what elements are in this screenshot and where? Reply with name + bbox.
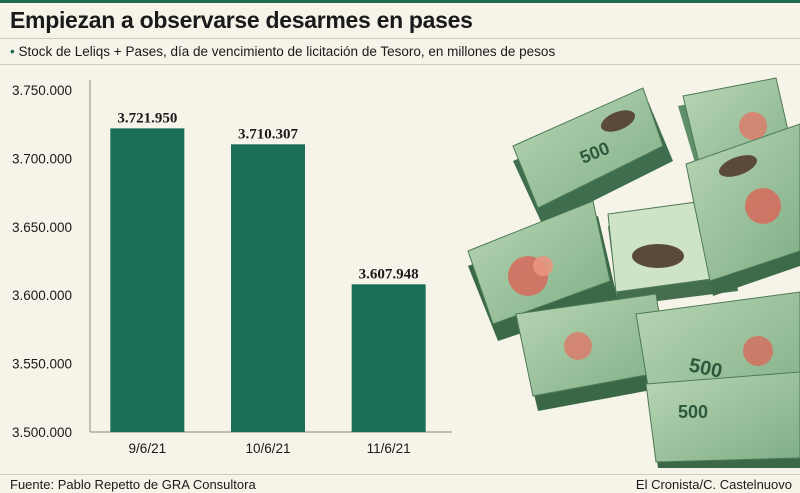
- banknotes-illustration: 500 500 500: [467, 77, 800, 468]
- y-tick-label: 3.650.000: [12, 220, 72, 235]
- y-tick-label: 3.500.000: [12, 425, 72, 440]
- bundle-bottom-left: [515, 293, 673, 411]
- bar-value-label: 3.721.950: [117, 110, 177, 126]
- bar: [231, 144, 305, 432]
- y-tick-label: 3.750.000: [12, 83, 72, 98]
- x-tick-label: 11/6/21: [367, 441, 411, 456]
- y-tick-label: 3.700.000: [12, 151, 72, 166]
- subtitle-text: Stock de Leliqs + Pases, día de vencimie…: [18, 44, 556, 59]
- page-title: Empiezan a observarse desarmes en pases: [10, 7, 473, 33]
- credit-note: El Cronista/C. Castelnuovo: [635, 477, 792, 492]
- source-note: Fuente: Pablo Repetto de GRA Consultora: [10, 477, 256, 492]
- chart-subtitle: • Stock de Leliqs + Pases, día de vencim…: [10, 44, 555, 59]
- top-rule: [0, 0, 800, 3]
- bundle-top-left: 500: [512, 87, 673, 226]
- footer: Fuente: Pablo Repetto de GRA Consultora …: [0, 474, 800, 493]
- bar: [110, 128, 185, 432]
- bar-value-label: 3.607.948: [359, 266, 419, 282]
- x-tick-label: 10/6/21: [245, 441, 290, 456]
- banknote-denomination: 500: [678, 402, 708, 422]
- bar-value-label: 3.710.307: [238, 126, 299, 142]
- y-tick-label: 3.600.000: [12, 288, 72, 303]
- bar-chart: 3.500.000 3.550.000 3.600.000 3.650.000 3.70…: [12, 80, 452, 456]
- subtitle-bullet: •: [10, 44, 15, 59]
- bundle-right: [685, 123, 800, 296]
- bundle-front: 500: [645, 371, 800, 468]
- y-tick-label: 3.550.000: [12, 357, 72, 372]
- x-tick-label: 9/6/21: [129, 441, 167, 456]
- subtitle-row: • Stock de Leliqs + Pases, día de vencim…: [0, 38, 800, 65]
- bar: [351, 284, 426, 432]
